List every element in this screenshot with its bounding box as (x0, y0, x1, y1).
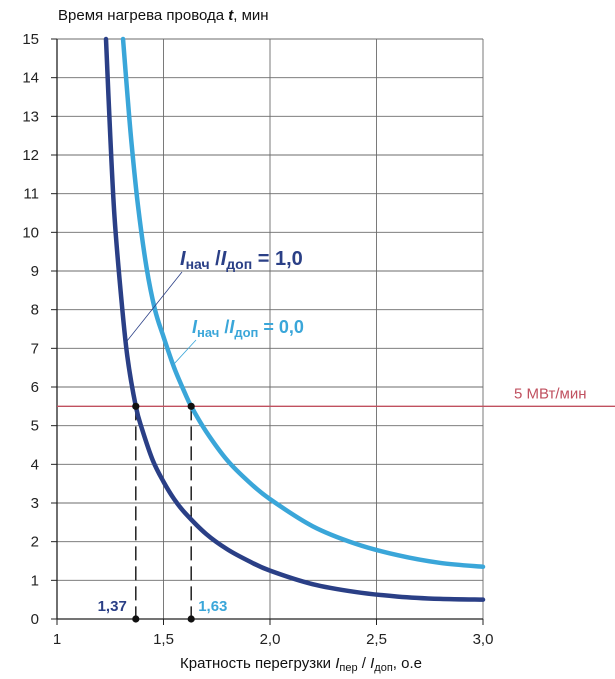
marker-foot-point (132, 615, 140, 623)
series-dark-value: = 1,0 (252, 248, 303, 270)
y-tick-label: 8 (31, 302, 39, 319)
series-dark-sub1: нач (186, 256, 210, 272)
marker-foot-point (187, 615, 195, 623)
x-tick-label: 2,5 (366, 631, 387, 648)
series-dark-var1: I (180, 248, 186, 270)
y-axis-title-main: Время нагрева провода (58, 7, 228, 24)
y-tick-label: 7 (31, 340, 39, 357)
y-axis-title: Время нагрева провода t, мин (58, 7, 269, 24)
leader-line-light (173, 339, 197, 365)
y-tick-label: 0 (31, 611, 39, 628)
marker-value-label: 1,37 (98, 598, 127, 615)
series-line-light (120, 36, 486, 570)
marker-point (132, 402, 140, 410)
x-axis-title-var1: I (335, 655, 339, 672)
marker-point (187, 402, 195, 410)
x-axis-title-sub2: доп (374, 662, 393, 674)
markers: 1,37 1,63 (98, 402, 227, 623)
label-leader-lines (126, 271, 197, 365)
y-tick-label: 5 (31, 418, 39, 435)
y-tick-label: 3 (31, 495, 39, 512)
y-tick-label: 9 (31, 263, 39, 280)
series-light-sub1: нач (197, 325, 219, 340)
x-axis-title-slash: / (358, 655, 371, 672)
x-tick-label: 1 (53, 631, 61, 648)
x-axis-title: Кратность перегрузки Iпер / Iдоп, о.е (180, 655, 422, 674)
x-axis-title-sub1: пер (339, 662, 357, 674)
series-label-dark: Iнач /Iдоп = 1,0 (180, 248, 303, 272)
x-axis-title-var2: I (370, 655, 374, 672)
x-axis-title-unit: , о.е (393, 655, 422, 672)
y-tick-label: 13 (22, 108, 39, 125)
y-tick-label: 14 (22, 70, 39, 87)
y-tick-label: 4 (31, 456, 39, 473)
reference-line-label: 5 МВт/мин (514, 385, 587, 402)
y-tick-label: 6 (31, 379, 39, 396)
series-dark-sub2: доп (226, 256, 252, 272)
x-tick-label: 1,5 (153, 631, 174, 648)
series-light-slash: / (219, 317, 229, 337)
series-line-dark (103, 36, 486, 602)
marker-value-label: 1,63 (198, 598, 227, 615)
y-tick-label: 10 (22, 224, 39, 241)
x-tick-label: 3,0 (473, 631, 494, 648)
y-axis-title-var: t (228, 7, 234, 24)
y-tick-label: 11 (23, 186, 39, 203)
series-light-var1: I (192, 317, 198, 337)
series-light-value: = 0,0 (258, 317, 304, 337)
series-dark-slash: / (210, 248, 222, 270)
y-tick-label: 1 (31, 572, 39, 589)
y-axis-title-unit: , мин (233, 7, 268, 24)
series-label-light: Iнач /Iдоп = 0,0 (192, 317, 304, 340)
axes (51, 38, 484, 625)
x-axis-title-main: Кратность перегрузки (180, 655, 335, 672)
leader-line-dark (126, 271, 183, 341)
marker-drop-lines (135, 406, 192, 619)
grid-lines (57, 38, 484, 619)
series-dark-var2: I (221, 248, 227, 270)
series-light-var2: I (229, 317, 235, 337)
y-tick-label: 12 (22, 147, 39, 164)
x-tick-label: 2,0 (260, 631, 281, 648)
y-tick-label: 2 (31, 534, 39, 551)
y-tick-label: 15 (22, 31, 39, 48)
series-light-sub2: доп (234, 325, 258, 340)
